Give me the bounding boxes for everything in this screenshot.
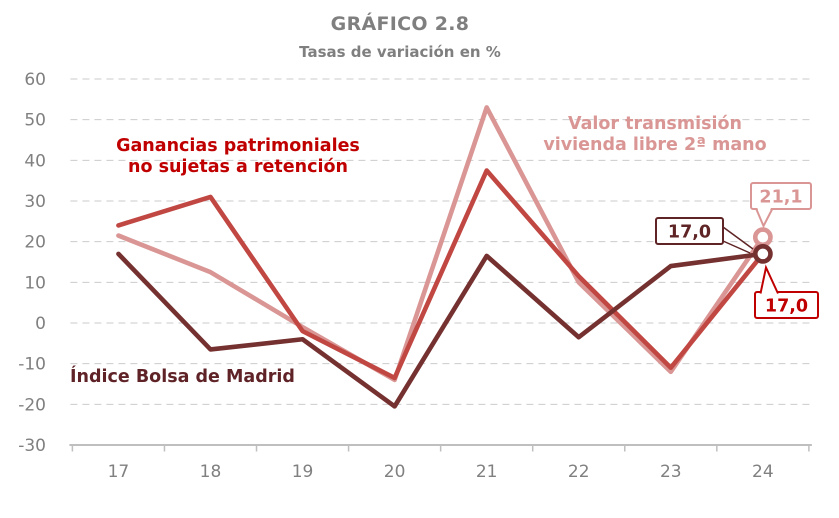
end-point-marker bbox=[752, 227, 773, 248]
callout-box bbox=[655, 217, 724, 245]
series-label-valor: Valor transmisión vivienda libre 2ª mano bbox=[543, 114, 767, 155]
x-axis-tick-label: 23 bbox=[660, 462, 682, 482]
x-axis-tick-label: 21 bbox=[476, 462, 498, 482]
callout-value-label: 17,0 bbox=[668, 223, 711, 243]
callout-leader-line bbox=[722, 226, 754, 250]
callout-pointer-outline bbox=[755, 209, 773, 229]
chart-subtitle: Tasas de variación en % bbox=[299, 43, 501, 61]
x-axis-tick-label: 19 bbox=[292, 462, 314, 482]
callout-box bbox=[754, 291, 819, 319]
callout-pointer-outline bbox=[759, 264, 779, 294]
y-axis-tick-label: 0 bbox=[35, 314, 46, 334]
x-axis-tick-label: 18 bbox=[200, 462, 222, 482]
y-axis-tick-label: -30 bbox=[18, 436, 46, 456]
series-label-ganancias: Ganancias patrimoniales no sujetas a ret… bbox=[116, 136, 360, 177]
series-line bbox=[116, 168, 766, 381]
callout-leader-line bbox=[722, 240, 751, 254]
y-axis-tick-label: 50 bbox=[24, 111, 46, 131]
series-label-indice: Índice Bolsa de Madrid bbox=[70, 367, 295, 387]
y-axis-tick-label: 60 bbox=[24, 70, 46, 90]
chart-title: GRÁFICO 2.8 bbox=[330, 13, 470, 35]
end-point-marker bbox=[752, 243, 773, 264]
x-axis-tick-label: 24 bbox=[752, 462, 774, 482]
x-axis-tick-label: 17 bbox=[108, 462, 130, 482]
series-line bbox=[116, 251, 766, 409]
y-axis-tick-label: -20 bbox=[18, 395, 46, 415]
callout-box bbox=[750, 182, 812, 210]
x-axis-tick-label: 22 bbox=[568, 462, 590, 482]
y-axis-tick-label: -10 bbox=[18, 355, 46, 375]
series-line bbox=[116, 105, 766, 383]
y-axis-tick-label: 10 bbox=[24, 273, 46, 293]
callout-value-label: 17,0 bbox=[765, 297, 808, 317]
y-axis-tick-label: 30 bbox=[24, 192, 46, 212]
y-axis-tick-label: 20 bbox=[24, 233, 46, 253]
callout-value-label: 21,1 bbox=[759, 188, 802, 208]
x-axis-tick-label: 20 bbox=[384, 462, 406, 482]
callout-pointer bbox=[756, 205, 772, 226]
y-axis-tick-label: 40 bbox=[24, 151, 46, 171]
